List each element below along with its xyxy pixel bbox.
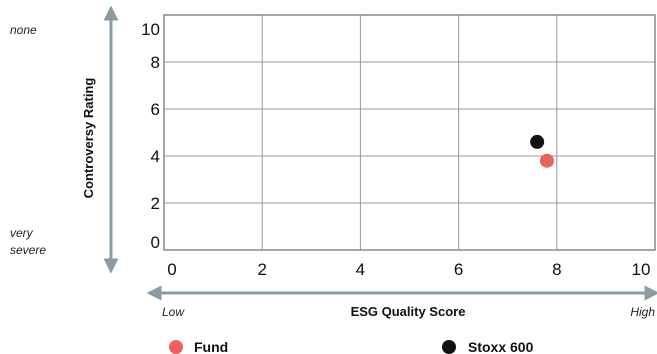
legend-fund-marker	[169, 340, 183, 354]
x-axis-title: ESG Quality Score	[351, 304, 466, 319]
x-tick-label: 10	[632, 260, 651, 279]
x-high-label: High	[630, 305, 655, 319]
point-stoxx-600	[530, 134, 545, 149]
legend-stoxx-label: Stoxx 600	[468, 339, 534, 354]
y-tick-label: 8	[151, 53, 160, 72]
x-tick-label: 6	[454, 260, 463, 279]
y-tick-labels: 0 2 4 6 8 10	[141, 20, 160, 252]
plot-frame	[163, 14, 656, 251]
y-tick-label: 0	[151, 233, 160, 252]
y-axis-title: Controversy Rating	[81, 78, 96, 199]
y-tick-label: 10	[141, 20, 160, 39]
y-bottom-label-line1: very	[10, 226, 34, 240]
y-bottom-label-line2: severe	[10, 243, 46, 257]
grid-lines	[163, 14, 656, 251]
legend: Fund Stoxx 600	[169, 339, 534, 354]
x-tick-label: 2	[257, 260, 266, 279]
x-tick-label: 8	[552, 260, 561, 279]
data-points	[530, 134, 554, 168]
y-tick-label: 4	[151, 147, 160, 166]
x-tick-label: 4	[356, 260, 365, 279]
y-tick-label: 6	[151, 100, 160, 119]
legend-stoxx-marker	[442, 340, 456, 354]
x-tick-labels: 0 2 4 6 8 10	[167, 260, 650, 279]
x-low-label: Low	[162, 305, 185, 319]
y-tick-label: 2	[151, 194, 160, 213]
point-fund	[539, 153, 554, 168]
y-top-label: none	[10, 23, 37, 37]
x-tick-label: 0	[167, 260, 176, 279]
legend-fund-label: Fund	[194, 339, 228, 354]
